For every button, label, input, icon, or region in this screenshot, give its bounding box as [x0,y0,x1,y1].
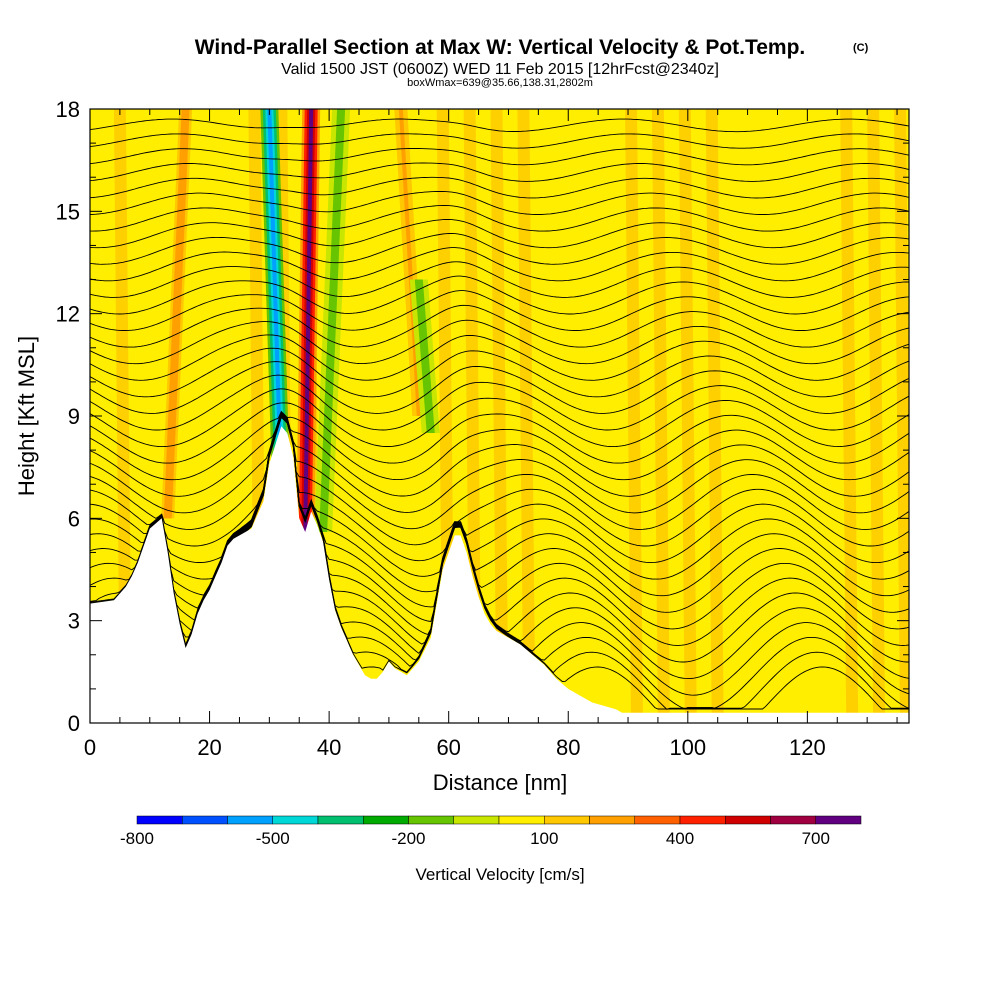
field-streak [571,109,590,723]
theta-contour [90,347,909,398]
colorbar-swatch [453,815,500,825]
theta-contour [90,247,909,282]
x-axis: 0 20 40 60 80 100 120 [84,109,898,760]
x-tick-label: 60 [436,735,460,760]
colorbar-tick-label: -500 [256,829,290,848]
theta-contour [90,290,909,331]
colorbar-swatch [544,815,590,825]
colorbar-swatch [770,815,816,825]
theta-contour [90,412,909,564]
field-streak [705,109,724,723]
y-tick-label: 0 [68,711,80,736]
x-tick-label: 0 [84,735,96,760]
colorbar-swatch [679,815,726,825]
theta-contour [90,275,909,315]
field-streak [113,109,132,723]
y-tick-label: 9 [68,404,80,429]
x-axis-label: Distance [nm] [433,770,568,795]
field-streak [678,109,697,723]
theta-contour [90,402,909,464]
potential-temperature-contours [90,118,909,710]
theta-contour [90,219,909,249]
theta-contour [90,410,909,481]
velocity-band [303,109,314,536]
theta-contour [90,374,909,431]
velocity-band [416,279,433,434]
colorbar-tick-label: 400 [666,829,694,848]
x-tick-label: 120 [789,735,826,760]
colorbar-tick-label: 100 [530,829,558,848]
theta-contour [90,388,909,448]
y-tick-label: 6 [68,506,80,531]
theta-contour [90,412,909,547]
colorbar-swatch [363,815,409,825]
field-streak [598,109,617,723]
theta-contour [90,410,909,497]
colorbar-swatch [272,815,319,825]
terrain-mask [90,426,909,723]
colorbar-label: Vertical Velocity [cm/s] [415,865,584,884]
theta-contour [90,361,909,414]
theta-contour [90,162,909,182]
y-tick-label: 15 [56,199,80,224]
field-streak [517,109,536,723]
terrain-profile [90,426,909,723]
theta-contour [90,190,909,215]
field-streak [786,109,805,723]
field-streak [651,109,670,723]
velocity-band [321,109,344,532]
x-tick-label: 20 [197,735,221,760]
theta-contour [90,334,909,381]
theta-contour [90,118,909,133]
chart-annotation: boxWmax=639@35.66,138.31,2802m [407,77,593,89]
colorbar-tick-label: -800 [120,829,154,848]
theta-contour [90,411,909,530]
field-streak [544,109,563,723]
colorbar-tick-label: 700 [802,829,830,848]
field-streak [382,109,401,723]
y-axis: 0 3 6 9 12 15 18 [56,97,909,736]
field-streak [625,109,643,723]
chart-subtitle: Valid 1500 JST (0600Z) WED 11 Feb 2015 [… [281,61,719,78]
colorbar-swatch [815,815,862,825]
y-tick-label: 18 [56,97,80,122]
x-tick-label: 100 [669,735,706,760]
colorbar-tick-label: -200 [391,829,425,848]
colorbar-swatch [317,815,364,825]
colorbar-swatch [182,815,228,825]
theta-contour [90,411,909,514]
theta-contour [90,148,909,166]
colorbar-swatch [725,815,771,825]
field-streak [759,109,778,723]
y-tick-label: 3 [68,609,80,634]
colorbar: -800 -500 -200 100 400 700 [120,815,862,848]
colorbar-swatch [136,815,183,825]
y-tick-label: 12 [56,302,80,327]
y-axis-label: Height [Kft MSL] [14,336,39,496]
theta-contour [90,304,909,348]
theta-contour [90,319,909,365]
colorbar-swatch [408,815,454,825]
colorbar-swatch [498,815,545,825]
x-tick-label: 80 [556,735,580,760]
velocity-band [267,109,284,492]
colorbar-swatch [589,815,635,825]
field-streak [813,109,832,723]
theta-contour [90,133,909,149]
copyright-mark: (C) [853,42,869,54]
colorbar-swatch [227,815,273,825]
x-tick-label: 40 [317,735,341,760]
chart-title: Wind-Parallel Section at Max W: Vertical… [194,36,806,59]
theta-contour [90,261,909,298]
velocity-band [165,109,188,519]
theta-contour [90,205,909,232]
field-streak [194,109,213,723]
theta-contour [90,176,909,199]
theta-contour [90,233,909,265]
field-streak [356,109,374,723]
colorbar-swatch [634,815,681,825]
field-streak [840,109,859,723]
